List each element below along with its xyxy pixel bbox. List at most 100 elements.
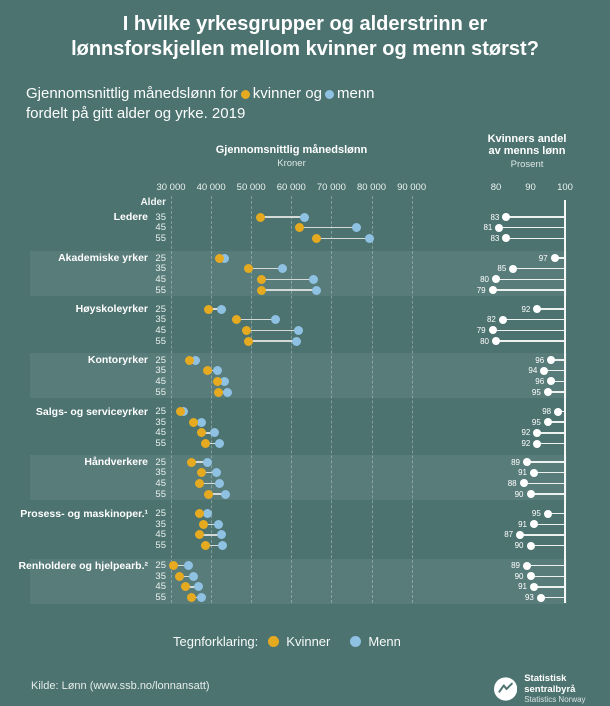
salary-connector-line: [199, 482, 220, 485]
ratio-connector-line: [496, 340, 565, 342]
men-salary-dot: [197, 593, 206, 603]
salary-connector-line: [201, 471, 217, 474]
men-salary-dot: [197, 417, 206, 427]
men-dot-icon: [324, 90, 334, 99]
salary-connector-line: [199, 534, 222, 536]
age-label: 45: [155, 427, 166, 439]
source-note: Kilde: Lønn (www.ssb.no/lonnansatt): [31, 680, 210, 692]
ssb-name-no: Statistisk sentralbyrå: [524, 673, 576, 695]
group-band: [30, 251, 567, 297]
ratio-dot: [509, 264, 518, 273]
group-label: Håndverkere: [84, 456, 148, 468]
gridline-left: [331, 196, 333, 603]
ratio-dot: [536, 593, 545, 602]
ratio-dot: [526, 572, 535, 581]
age-column-header: Alder: [140, 197, 166, 208]
legend-men-dot-icon: [350, 636, 362, 647]
ratio-dot: [523, 458, 531, 466]
men-salary-dot: [271, 315, 281, 325]
right-axis-line: [564, 200, 566, 603]
age-label: 25: [155, 406, 166, 417]
gridline-left: [371, 196, 373, 603]
women-salary-dot: [201, 439, 211, 449]
subtitle-text-2: kvinner og: [252, 85, 322, 102]
age-label: 45: [155, 529, 166, 541]
age-label: 35: [155, 263, 166, 275]
women-salary-dot: [189, 417, 199, 427]
age-label: 25: [155, 354, 166, 366]
left-axis-title: Gjennomsnittlig månedslønn: [215, 144, 368, 156]
age-label: 55: [155, 592, 166, 604]
men-salary-dot: [213, 366, 222, 376]
ratio-value-label: 93: [524, 593, 534, 603]
salary-connector-line: [205, 442, 220, 445]
group-label: Kontoryrker: [87, 354, 148, 366]
age-label: 55: [155, 335, 166, 347]
ratio-connector-line: [537, 308, 565, 310]
ratio-value-label: 92: [521, 428, 531, 438]
ratio-value-label: 91: [518, 582, 527, 592]
ratio-value-label: 87: [504, 530, 514, 540]
ratio-dot: [526, 490, 535, 499]
legend-men-label: Menn: [368, 634, 401, 649]
ratio-value-label: 95: [531, 387, 541, 397]
gridline-left: [251, 196, 253, 603]
women-salary-dot: [243, 264, 253, 274]
men-salary-dot: [300, 212, 309, 222]
age-label: 45: [155, 273, 166, 285]
women-salary-dot: [194, 530, 204, 540]
age-label: 25: [155, 456, 166, 468]
ratio-value-label: 92: [521, 439, 531, 449]
salary-connector-line: [201, 432, 215, 434]
ratio-dot: [495, 223, 504, 232]
ssb-logo: Statistisk sentralbyrå Statistics Norway: [494, 673, 610, 705]
salary-connector-line: [173, 564, 189, 567]
men-salary-dot: [217, 541, 227, 551]
men-salary-dot: [212, 468, 222, 478]
ratio-connector-line: [502, 318, 565, 321]
women-salary-dot: [195, 478, 204, 488]
salary-connector-line: [179, 575, 193, 577]
men-salary-dot: [184, 561, 194, 570]
ratio-connector-line: [530, 575, 565, 577]
women-salary-dot: [195, 509, 204, 518]
ratio-connector-line: [540, 596, 565, 599]
salary-connector-line: [185, 586, 199, 588]
ratio-connector-line: [551, 380, 565, 383]
subtitle: Gjennomsnittlig månedslønn for kvinner og…: [26, 84, 375, 124]
ratio-value-label: 91: [518, 468, 527, 478]
ratio-connector-line: [492, 289, 565, 291]
ratio-dot: [488, 286, 497, 295]
ratio-value-label: 90: [514, 489, 524, 499]
ratio-dot: [492, 275, 500, 284]
ratio-dot: [526, 541, 535, 550]
men-salary-dot: [312, 285, 322, 295]
ratio-connector-line: [492, 329, 565, 332]
men-salary-dot: [193, 582, 203, 592]
salary-connector-line: [246, 329, 299, 332]
age-label: 55: [155, 232, 166, 244]
ratio-dot: [547, 377, 556, 386]
ratio-dot: [488, 326, 497, 335]
age-label: 35: [155, 365, 166, 377]
ratio-connector-line: [534, 471, 565, 474]
ratio-dot: [519, 479, 528, 488]
ratio-connector-line: [547, 391, 566, 393]
men-salary-dot: [217, 304, 226, 314]
age-label: 45: [155, 222, 166, 234]
women-salary-dot: [174, 571, 184, 581]
ratio-connector-line: [544, 369, 565, 372]
right-axis-title-1: Kvinners andel: [487, 133, 567, 145]
women-salary-dot: [242, 325, 252, 335]
ratio-connector-line: [537, 432, 565, 434]
ssb-logo-icon: [494, 677, 518, 701]
salary-connector-line: [208, 493, 226, 495]
men-salary-dot: [213, 519, 223, 529]
ratio-connector-line: [506, 216, 565, 218]
women-salary-dot: [214, 387, 224, 397]
ratio-value-label: 96: [535, 376, 545, 386]
left-axis-header: Gjennomsnittlig månedslønn Kroner: [171, 144, 412, 169]
ratio-value-label: 90: [514, 541, 524, 551]
ratio-value-label: 81: [483, 223, 493, 233]
age-label: 35: [155, 211, 166, 223]
